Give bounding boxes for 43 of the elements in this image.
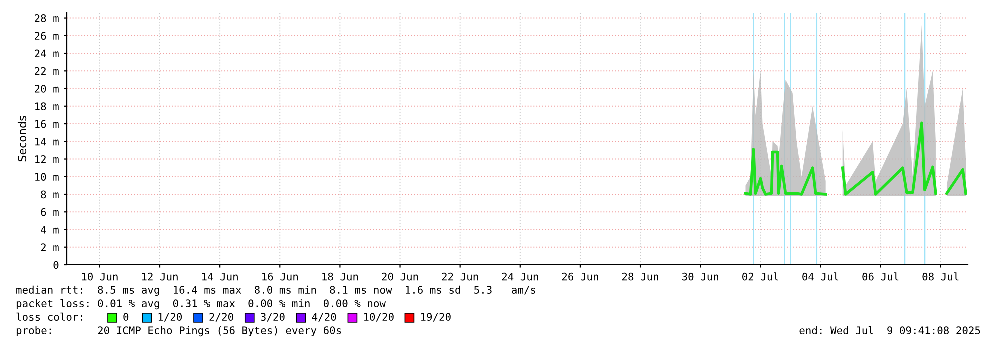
x-tick-label: 12 Jun: [142, 272, 178, 281]
text: 4/20: [312, 313, 336, 322]
text: end: Wed Jul 9 09:41:08 2025: [800, 326, 980, 335]
text: probe: 20 ICMP Echo Pings (56 Bytes) every 60s: [16, 326, 342, 337]
x-tick-label: 26 Jun: [562, 272, 598, 281]
y-tick-label: 10 m: [36, 173, 59, 182]
y-tick-label: 6 m: [41, 208, 59, 216]
x-tick-label: 24 Jun: [502, 272, 538, 281]
text: 19/20: [421, 313, 451, 322]
text: 1/20: [158, 313, 182, 322]
x-tick-label: 08 Jul: [922, 272, 959, 281]
x-tick-label: 20 Jun: [382, 272, 418, 281]
y-tick-label: 8 m: [41, 190, 59, 199]
y-tick-label: 12 m: [36, 156, 59, 164]
text: 2/20: [210, 313, 234, 322]
y-tick-label: 18 m: [36, 102, 59, 111]
x-tick-label: 02 Jul: [742, 272, 778, 281]
y-tick-label: 28 m: [35, 14, 59, 22]
x-tick-label: 28 Jun: [622, 272, 658, 281]
text: median rtt: 8.5 ms avg 16.4 ms max 8.0 ms min 8.1 ms now 1.6 ms sd 5.3 am/s: [16, 286, 536, 296]
x-tick-label: 18 Jun: [322, 272, 358, 281]
text: 0: [124, 313, 129, 322]
x-tick-label: 04 Jul: [802, 272, 839, 281]
y-tick-label: 22 m: [35, 67, 59, 76]
y-tick-label: 14 m: [36, 138, 59, 146]
y-tick-label: 20 m: [35, 85, 59, 93]
x-tick-label: 16 Jun: [262, 272, 298, 281]
x-tick-label: 22 Jun: [442, 272, 478, 281]
x-tick-label: 06 Jul: [862, 272, 899, 281]
x-tick-label: 30 Jun: [682, 272, 718, 281]
y-tick-label: 0: [54, 261, 59, 270]
text: 10/20: [364, 313, 394, 322]
y-tick-label: 4 m: [41, 226, 59, 234]
text: packet loss: 0.01 % avg 0.31 % max 0.00 % min 0.00 % now: [16, 299, 386, 310]
x-tick-label: 10 Jun: [82, 272, 118, 281]
text: 3/20: [261, 313, 285, 322]
y-tick-label: 24 m: [35, 50, 59, 58]
y-tick-label: 16 m: [36, 120, 59, 128]
x-tick-label: 14 Jun: [202, 273, 238, 281]
y-tick-label: 26 m: [35, 32, 59, 40]
text: loss color:: [16, 312, 82, 322]
y-axis-title: Seconds: [18, 116, 27, 162]
y-tick-label: 2 m: [41, 244, 59, 252]
